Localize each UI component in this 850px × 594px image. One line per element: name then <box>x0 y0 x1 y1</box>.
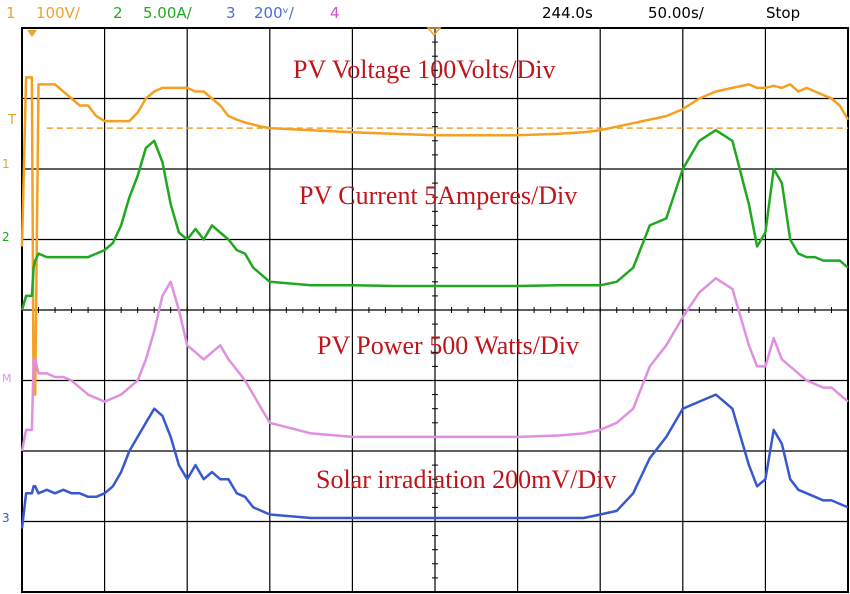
ch2-number: 2 <box>113 4 123 22</box>
ch3-number: 3 <box>226 4 236 22</box>
ch1-scale: 100V/ <box>36 4 80 22</box>
label-pv-power: PV Power 500 Watts/Div <box>317 331 579 360</box>
trigger-level-marker: T <box>7 113 16 128</box>
label-solar-irradiation: Solar irradiation 200mV/Div <box>316 465 616 494</box>
status-bar: 1 100V/ 2 5.00A/ 3 200ᵛ/ 4 244.0s 50.00s… <box>0 0 850 28</box>
trace-labels: PV Voltage 100Volts/Div PV Current 5Ampe… <box>293 55 616 494</box>
ch4-number: 4 <box>330 4 340 22</box>
ch1-number: 1 <box>6 4 16 22</box>
run-state: Stop <box>766 4 801 22</box>
ch2-marker: 2 <box>2 230 10 244</box>
ch2-scale: 5.00A/ <box>143 4 192 22</box>
ch1-marker: 1 <box>2 157 10 171</box>
time-position: 244.0s <box>542 4 593 22</box>
grid <box>21 27 849 593</box>
channel-markers: T 1 2 M 3 <box>2 27 442 525</box>
label-pv-current: PV Current 5Amperes/Div <box>299 181 577 210</box>
timebase: 50.00s/ <box>648 4 704 22</box>
label-pv-voltage: PV Voltage 100Volts/Div <box>293 55 555 84</box>
math-marker: M <box>2 372 12 385</box>
ch3-scale: 200ᵛ/ <box>254 4 294 22</box>
traces <box>20 76 850 529</box>
pv-power-trace <box>20 277 849 452</box>
ch3-marker: 3 <box>2 511 10 525</box>
solar-irradiation-trace <box>20 393 849 529</box>
pv-voltage-trace <box>20 76 850 396</box>
trigger-time-marker <box>426 27 442 37</box>
trigger-position-marker <box>27 30 37 37</box>
pv-current-trace <box>20 128 849 311</box>
